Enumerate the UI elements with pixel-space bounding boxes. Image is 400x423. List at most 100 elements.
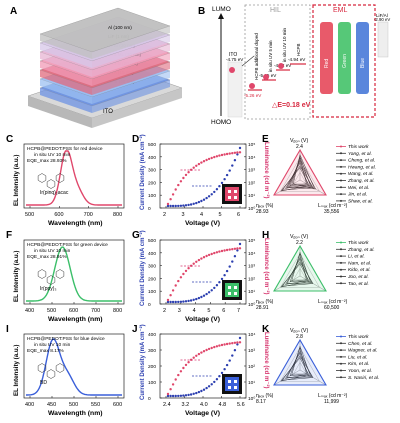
- jv-y2tick-label: 10⁴: [248, 155, 255, 161]
- current-density-point: [238, 146, 242, 150]
- luminance-point: [179, 180, 183, 183]
- eqe-legend: EQE_max 8.17%: [27, 348, 65, 354]
- current-density-point: [182, 394, 185, 397]
- eqe-legend: EQE_max 28.91%: [27, 254, 67, 260]
- spectrum-tick-label: 450: [47, 402, 56, 408]
- luminance-point: [177, 279, 180, 283]
- spectrum-tick-label: 800: [113, 308, 122, 314]
- panel-label-b: B: [198, 6, 205, 17]
- current-density-point: [174, 394, 177, 398]
- current-density-point: [166, 394, 170, 398]
- eml-box: [312, 4, 376, 118]
- current-density-point: [215, 284, 219, 287]
- radar-legend-entry: Yoon, et al.: [348, 368, 372, 374]
- current-density-point: [169, 204, 172, 208]
- radar-legend-entry: Liu, et al.: [348, 354, 367, 360]
- luminance-point: [225, 152, 229, 156]
- radar-legend-entry: Zhang, et al.: [347, 247, 375, 253]
- radar-legend-marker: [340, 159, 342, 162]
- device-legend: HCPB@PEDOT:PSS for green device: [27, 242, 108, 248]
- radar-legend-marker: [340, 282, 342, 285]
- radar-legend-entry: Chen, et al.: [348, 341, 373, 347]
- molecule-ring: [55, 363, 65, 373]
- jv-xtick-label: 5: [219, 212, 222, 218]
- radar-axis-top: Vᵦₒₙ (V): [290, 234, 308, 240]
- luminance-point: [174, 378, 177, 381]
- luminance-point: [187, 361, 190, 364]
- current-density-point: [197, 200, 201, 204]
- current-density-point: [218, 375, 221, 378]
- panel-label: D: [132, 134, 139, 145]
- current-density-point: [223, 368, 226, 371]
- jv-ytick-label: 200: [148, 180, 156, 186]
- current-density-point: [195, 391, 198, 395]
- luminance-point: [187, 267, 190, 270]
- radar-axis-right-value: 60,500: [324, 305, 340, 311]
- radar-axis-left: ηₑₒₓ (%): [256, 203, 274, 209]
- jv-axes-frame: [159, 239, 247, 305]
- device-photo-pixel: [228, 190, 231, 193]
- current-density-point: [174, 300, 177, 304]
- jv-ytick-label: 200: [148, 276, 156, 282]
- radar-axis-left-value: 28.93: [256, 209, 269, 215]
- spectrum-xlabel: Wavelength (nm): [48, 410, 103, 417]
- radar-grid: [280, 252, 320, 288]
- emitter-structure: [37, 173, 65, 189]
- hcpb-add-label: HCPB additional doped: [254, 33, 259, 80]
- radar-legend-entry: Li, et al.: [348, 254, 365, 260]
- luminance-point: [213, 345, 216, 349]
- insitu-legend: in situ UV 10 min: [34, 152, 71, 158]
- current-density-point: [189, 203, 193, 206]
- radar-legend-marker: [340, 199, 342, 202]
- spectrum-curve: [26, 150, 122, 206]
- current-density-point: [225, 269, 229, 273]
- spectrum-axes-frame: [23, 143, 125, 209]
- radar-legend-marker: [340, 369, 342, 372]
- current-density-point: [207, 385, 211, 388]
- radar-legend-entry: Jin, et al.: [347, 192, 367, 198]
- device-legend: HCPB@PEDOT:PSS for blue device: [27, 336, 105, 342]
- stack-layer-front: [92, 53, 170, 86]
- radar-legend-entry: This work: [348, 144, 369, 150]
- radar-legend-entry: Joo, et al.: [347, 274, 369, 280]
- stack-layer-front: [92, 80, 170, 113]
- current-density-point: [231, 354, 234, 357]
- luminance-point: [177, 373, 180, 377]
- luminance-point: [218, 154, 221, 157]
- current-density-point: [184, 394, 188, 397]
- eml-bar-label: Green: [342, 54, 348, 68]
- current-density-point: [236, 343, 239, 346]
- luminance-point: [228, 248, 231, 251]
- current-density-point: [238, 336, 242, 340]
- luminance-point: [233, 341, 237, 344]
- luminance-point: [197, 258, 201, 262]
- current-density-point: [205, 196, 208, 200]
- current-density-point: [231, 164, 234, 167]
- spectrum-curve: [26, 338, 122, 396]
- energy-axis-arrow: [218, 13, 224, 19]
- luminance-point: [215, 155, 219, 158]
- molecule-ring: [55, 269, 65, 279]
- radar-legend-marker: [340, 355, 342, 358]
- current-density-point: [182, 300, 185, 303]
- current-density-point: [189, 299, 193, 302]
- spectrum-tick-label: 600: [113, 402, 122, 408]
- jv-xtick-label: 3: [178, 308, 181, 314]
- molecule-ring: [37, 363, 47, 373]
- panel-label: E: [262, 134, 269, 145]
- current-density-point: [218, 281, 221, 284]
- luminance-point: [179, 370, 183, 373]
- device-photo-pixel: [234, 292, 237, 295]
- jv-ytick-label: 500: [148, 142, 156, 148]
- stack-layer-side: [40, 70, 92, 95]
- current-density-point: [233, 349, 237, 352]
- jv-ylabel: Current Density (mA cm⁻²): [139, 324, 146, 400]
- stack-layer-front: [92, 71, 170, 104]
- luminance-point: [200, 257, 203, 260]
- hil-box: [244, 4, 311, 120]
- jv-y2tick-label: 10²: [248, 276, 255, 282]
- jv-xtick-label: 6: [237, 212, 240, 218]
- jv-y2tick-label: 10⁴: [248, 332, 255, 338]
- current-density-point: [179, 394, 183, 397]
- luminance-point: [220, 153, 224, 157]
